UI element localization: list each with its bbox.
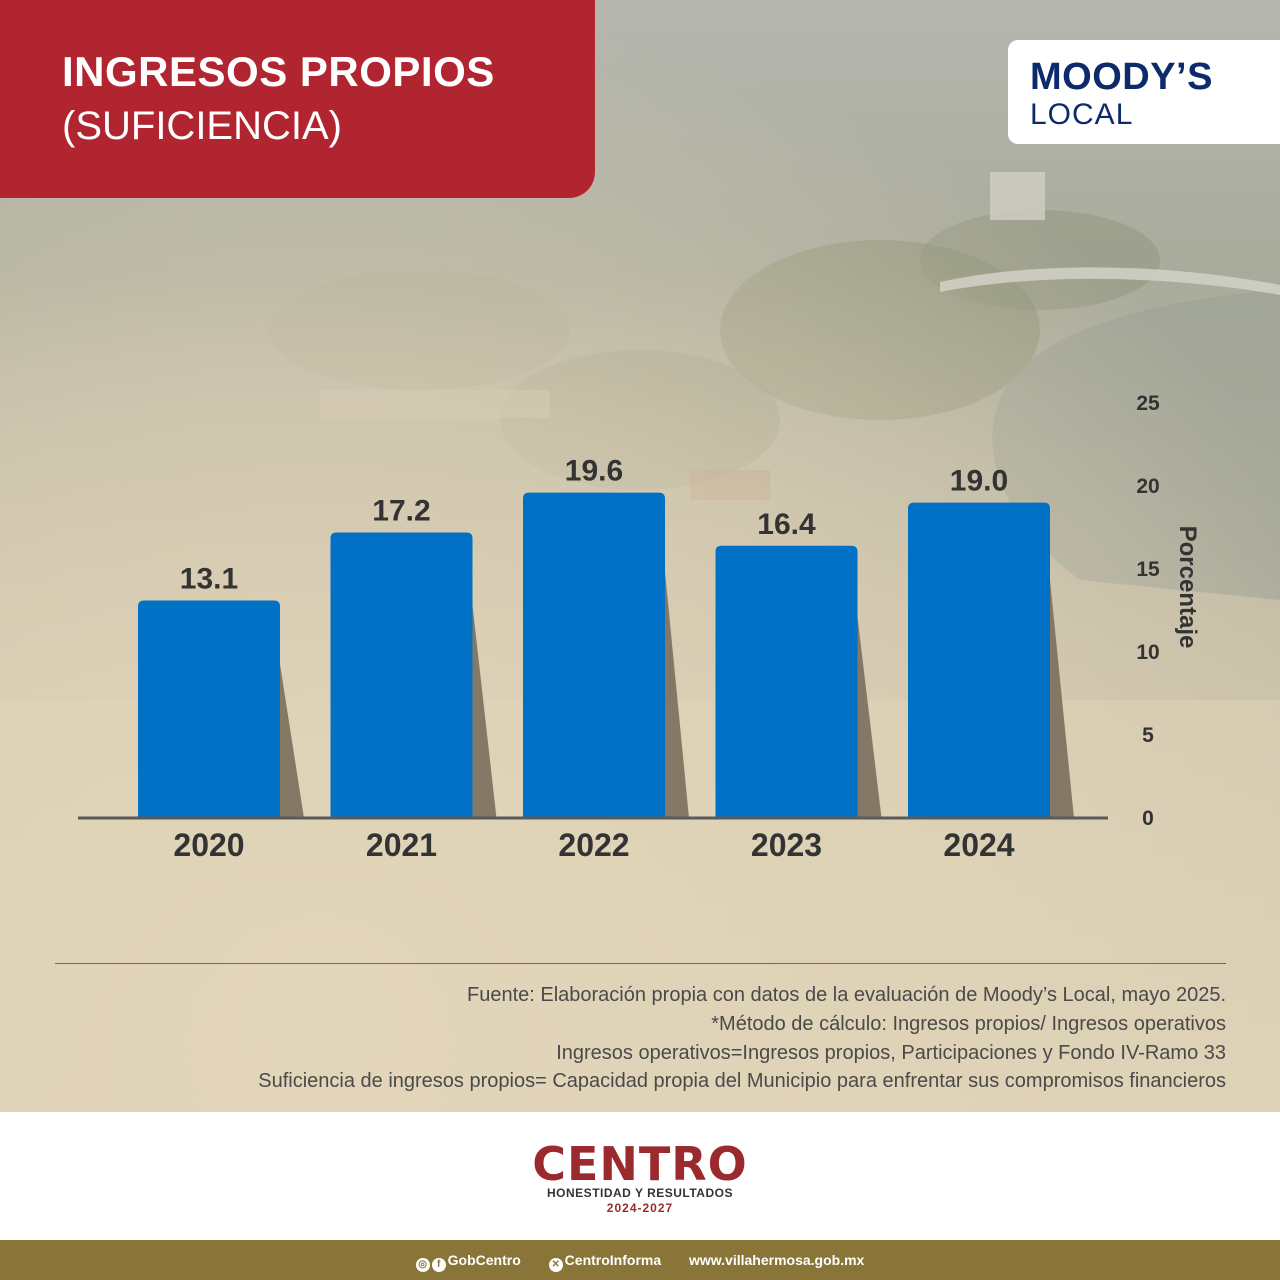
social-gobcentro-label: GobCentro: [447, 1252, 521, 1268]
footer-social-links: ◎ f GobCentro ✕ CentroInforma www.villaherm…: [0, 1252, 1280, 1272]
y-tick-20: 20: [1136, 475, 1159, 498]
bar-shadows: [276, 530, 1074, 818]
data-label-2024: 19.0: [950, 465, 1008, 498]
facebook-icon: f: [431, 1258, 446, 1272]
bar-2023: [715, 545, 858, 818]
data-labels: 13.1 17.2 19.6 16.4 19.0: [180, 455, 1008, 596]
data-label-2023: 16.4: [757, 508, 816, 541]
notes-divider: [55, 963, 1226, 964]
bar-shadow-2020: [276, 638, 304, 818]
page-title: INGRESOS PROPIOS: [62, 48, 495, 95]
data-label-2020: 13.1: [180, 563, 238, 596]
website-link[interactable]: www.villahermosa.gob.mx: [689, 1252, 865, 1268]
x-icon: ✕: [548, 1258, 563, 1272]
y-tick-labels: 0 5 10 15 20 25: [1136, 392, 1160, 830]
x-tick-2021: 2021: [366, 827, 437, 863]
x-tick-2020: 2020: [173, 827, 244, 863]
sufficiency-note: Suficiencia de ingresos propios= Capacid…: [258, 1070, 1226, 1092]
brand-subname: LOCAL: [1030, 98, 1134, 131]
operating-income-note: Ingresos operativos=Ingresos propios, Pa…: [556, 1042, 1226, 1064]
y-tick-10: 10: [1136, 641, 1159, 664]
source-note: Fuente: Elaboración propia con datos de …: [466, 984, 1226, 1006]
bar-shadow-2021: [468, 570, 497, 818]
centro-tagline: HONESTIDAD Y RESULTADOS: [547, 1186, 733, 1200]
x-tick-labels: 2020 2021 2022 2023 2024: [173, 827, 1014, 863]
social-gobcentro[interactable]: ◎ f GobCentro: [415, 1252, 521, 1272]
bar-2024: [908, 502, 1050, 818]
y-axis-label: Porcentaje: [1174, 526, 1201, 649]
bar-2021: [330, 532, 473, 818]
instagram-icon: ◎: [415, 1258, 430, 1272]
social-centroinforma[interactable]: ✕ CentroInforma: [548, 1252, 662, 1272]
bars: [138, 492, 1050, 818]
data-label-2022: 19.6: [565, 455, 623, 488]
method-note: *Método de cálculo: Ingresos propios/ In…: [711, 1013, 1226, 1035]
centro-years: 2024-2027: [606, 1201, 674, 1215]
x-tick-2024: 2024: [943, 827, 1014, 863]
page-subtitle: (SUFICIENCIA): [62, 104, 342, 148]
bar-2022: [523, 492, 665, 818]
bar-2020: [138, 600, 280, 818]
bar-chart: 13.117.219.616.419.0 2020 2021 2022 2023 202…: [78, 392, 1201, 863]
y-tick-0: 0: [1142, 807, 1154, 830]
bar-shadow-2022: [661, 530, 689, 818]
bar-shadow-2023: [853, 583, 882, 818]
footer-bar: [0, 1240, 1280, 1280]
data-label-2021: 17.2: [372, 494, 430, 527]
y-tick-25: 25: [1136, 392, 1160, 415]
brand-name: MOODY’S: [1030, 56, 1213, 98]
title-banner: INGRESOS PROPIOS (SUFICIENCIA): [0, 0, 595, 198]
bar-shadow-2024: [1046, 540, 1074, 818]
moodys-local-logo: MOODY’S LOCAL: [1008, 40, 1280, 144]
y-tick-5: 5: [1142, 724, 1154, 747]
x-tick-2022: 2022: [558, 827, 629, 863]
centro-logo: CENTRO: [532, 1137, 748, 1191]
social-centroinforma-label: CentroInforma: [564, 1252, 662, 1268]
y-tick-15: 15: [1136, 558, 1160, 581]
footer-logo-area: [0, 1112, 1280, 1240]
x-tick-2023: 2023: [751, 827, 822, 863]
